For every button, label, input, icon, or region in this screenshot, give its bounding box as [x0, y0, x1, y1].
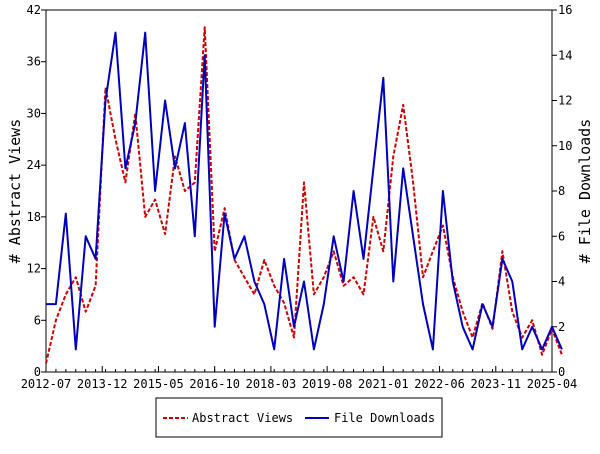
y-right-tick-label: 12: [558, 94, 572, 108]
y-right-tick-label: 8: [558, 184, 565, 198]
y-axis-right-title: # File Downloads: [576, 119, 594, 264]
y-right-tick-label: 2: [558, 320, 565, 334]
y-axis-left-title: # Abstract Views: [6, 119, 24, 264]
x-tick-label: 2016-10: [189, 377, 240, 391]
legend-label-file-downloads: File Downloads: [334, 411, 435, 425]
series-line-file-downloads: [46, 31, 563, 351]
y-left-tick-label: 12: [27, 262, 41, 276]
y-right-tick-label: 4: [558, 275, 565, 289]
y-left-tick-label: 18: [27, 210, 41, 224]
legend-box: [155, 397, 443, 438]
y-right-tick-label: 0: [558, 365, 565, 379]
x-tick-label: 2025-04: [527, 377, 578, 391]
y-left-tick-label: 36: [27, 55, 41, 69]
y-right-tick-label: 16: [558, 3, 572, 17]
series-layer: [45, 26, 563, 364]
y-left-tick-label: 42: [27, 3, 41, 17]
y-axis-right: 0 2 4 6 8 10 12 14 16: [552, 3, 572, 379]
series-line-abstract-views: [45, 26, 563, 364]
plot-frame: [45, 9, 553, 373]
x-tick-label: 2015-05: [133, 377, 184, 391]
y-right-tick-label: 14: [558, 48, 572, 62]
y-left-tick-label: 0: [34, 365, 41, 379]
x-tick-label: 2023-11: [470, 377, 521, 391]
x-axis: 2012-07 2013-12 2015-05 2016-10 2018-03 2019-…: [21, 366, 578, 391]
y-left-tick-label: 24: [27, 158, 41, 172]
y-right-tick-label: 10: [558, 139, 572, 153]
x-tick-label: 2022-06: [414, 377, 465, 391]
y-left-tick-label: 30: [27, 106, 41, 120]
x-tick-label: 2021-01: [358, 377, 409, 391]
x-tick-label: 2012-07: [21, 377, 72, 391]
legend: Abstract Views File Downloads: [155, 397, 443, 438]
legend-label-abstract-views: Abstract Views: [192, 411, 293, 425]
x-tick-label: 2018-03: [246, 377, 297, 391]
x-tick-label: 2013-12: [77, 377, 128, 391]
x-tick-label: 2019-08: [302, 377, 353, 391]
y-left-tick-label: 6: [34, 313, 41, 327]
y-right-tick-label: 6: [558, 229, 565, 243]
y-axis-left: 0 6 12 18 24 30 36 42: [27, 3, 46, 379]
